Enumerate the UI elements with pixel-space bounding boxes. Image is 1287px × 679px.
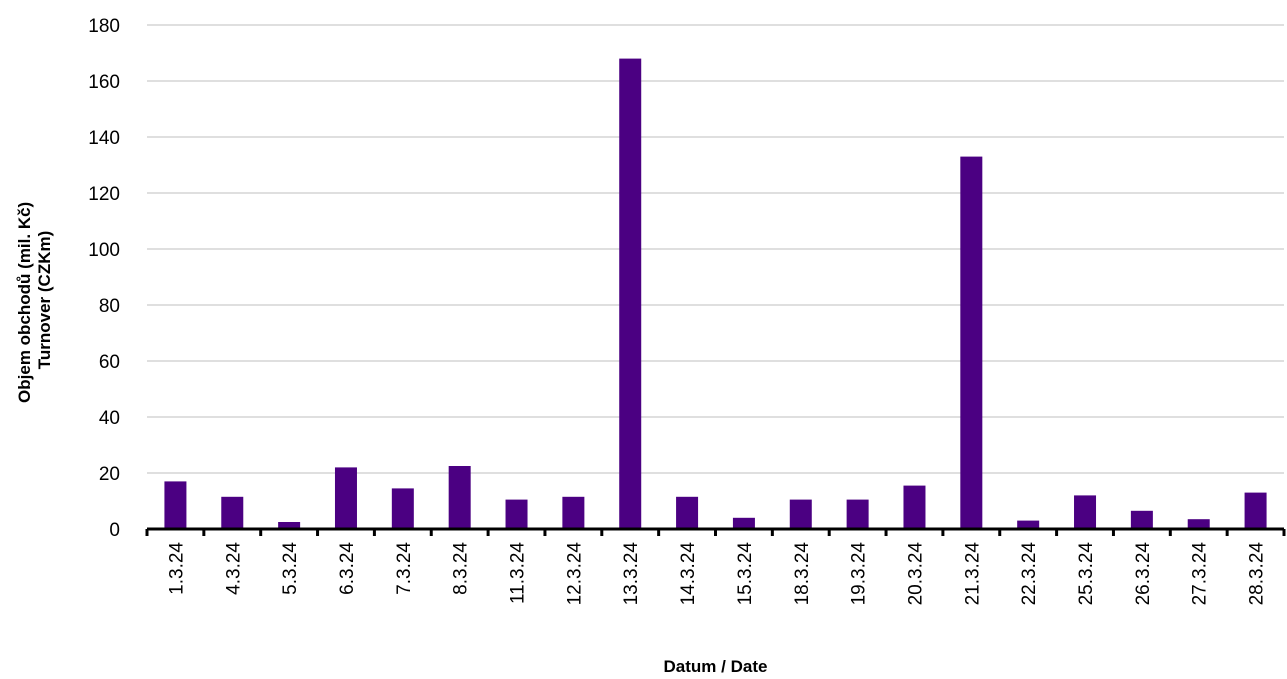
bars xyxy=(164,58,1267,529)
x-tick-label: 11.3.24 xyxy=(508,542,529,604)
y-tick-label: 140 xyxy=(88,128,120,149)
bar-14.3.24 xyxy=(676,496,699,529)
bar-7.3.24 xyxy=(391,488,414,529)
x-tick-label: 5.3.24 xyxy=(280,542,301,595)
x-tick-label: 20.3.24 xyxy=(905,542,926,606)
x-tick-labels: 1.3.24 4.3.24 5.3.24 6.3.24 7.3.24 8.3.24 11.3… xyxy=(166,542,1267,606)
y-tick-label: 100 xyxy=(88,240,120,261)
x-tick-label: 27.3.24 xyxy=(1190,542,1211,606)
y-tick-label: 40 xyxy=(99,408,120,429)
y-tick-label: 60 xyxy=(99,352,120,373)
bar-12.3.24 xyxy=(562,496,585,529)
y-axis-title: Objem obchodů (mil. Kč) Turnover (CZKm) xyxy=(15,197,54,403)
bar-8.3.24 xyxy=(448,466,471,529)
x-tick-label: 8.3.24 xyxy=(451,542,472,595)
bar-20.3.24 xyxy=(903,485,926,529)
x-tick-label: 14.3.24 xyxy=(678,542,699,606)
x-tick-label: 6.3.24 xyxy=(337,542,358,595)
y-tick-label: 160 xyxy=(88,72,120,93)
y-tick-labels: 0 20 40 60 80 100 120 140 160 180 xyxy=(88,16,120,541)
y-tick-label: 20 xyxy=(99,464,120,485)
bar-25.3.24 xyxy=(1074,495,1097,529)
y-axis-title-line-2: Turnover (CZKm) xyxy=(35,231,54,370)
x-tick-label: 25.3.24 xyxy=(1076,542,1097,606)
bar-1.3.24 xyxy=(164,481,187,529)
x-tick-label: 1.3.24 xyxy=(166,542,187,595)
bar-22.3.24 xyxy=(1017,520,1040,529)
x-tick-label: 21.3.24 xyxy=(962,542,983,606)
x-tick-label: 12.3.24 xyxy=(564,542,585,606)
x-tick-label: 19.3.24 xyxy=(849,542,870,606)
bar-4.3.24 xyxy=(221,496,244,529)
bar-5.3.24 xyxy=(278,522,301,529)
bar-18.3.24 xyxy=(789,499,812,529)
x-tick-label: 26.3.24 xyxy=(1133,542,1154,606)
bar-21.3.24 xyxy=(960,156,983,529)
bar-15.3.24 xyxy=(732,517,755,529)
y-tick-label: 120 xyxy=(88,184,120,205)
x-tick-label: 18.3.24 xyxy=(792,542,813,606)
bar-6.3.24 xyxy=(334,467,357,529)
x-axis-title: Datum / Date xyxy=(664,657,768,676)
x-tick-label: 22.3.24 xyxy=(1019,542,1040,606)
y-tick-label: 0 xyxy=(109,520,120,541)
bar-13.3.24 xyxy=(619,58,642,529)
x-tick-label: 13.3.24 xyxy=(621,542,642,606)
y-tick-label: 180 xyxy=(88,16,120,37)
bar-26.3.24 xyxy=(1130,510,1153,529)
gridlines xyxy=(147,24,1284,474)
bar-11.3.24 xyxy=(505,499,528,529)
bar-19.3.24 xyxy=(846,499,869,529)
x-tick-label: 28.3.24 xyxy=(1247,542,1268,606)
bar-27.3.24 xyxy=(1187,519,1210,529)
x-tick-label: 4.3.24 xyxy=(223,542,244,595)
x-tick-label: 15.3.24 xyxy=(735,542,756,606)
y-tick-label: 80 xyxy=(99,296,120,317)
bar-28.3.24 xyxy=(1244,492,1267,529)
axes xyxy=(145,527,1286,536)
y-axis-title-line-1: Objem obchodů (mil. Kč) xyxy=(15,202,34,403)
x-tick-label: 7.3.24 xyxy=(394,542,415,595)
